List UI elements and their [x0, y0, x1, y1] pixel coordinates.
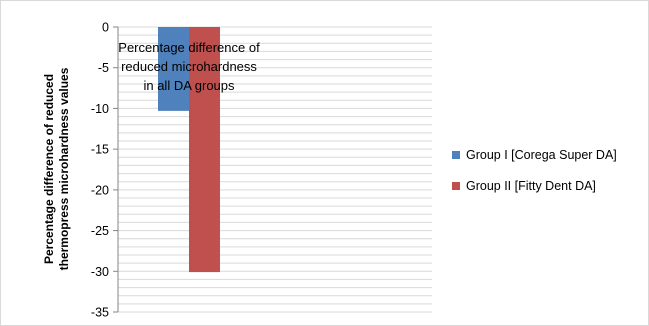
chart-title-line: Percentage difference of [118, 40, 260, 55]
y-tick-label: -15 [91, 143, 109, 157]
legend-swatch [452, 182, 460, 190]
legend-swatch [452, 151, 460, 159]
chart-title: Percentage difference of reduced microhar… [118, 40, 260, 93]
y-tick-label: -5 [98, 61, 109, 75]
bars [158, 27, 220, 273]
legend: Group I [Corega Super DA] Group II [Fitty… [452, 148, 617, 193]
legend-label: Group II [Fitty Dent DA] [466, 179, 596, 193]
y-axis-label-line: Percentage difference of reduced [42, 74, 56, 264]
y-tick-labels: 0 -5 -10 -15 -20 -25 -30 -35 [91, 21, 109, 320]
y-axis-label-line: thermopress microhardness values [57, 67, 71, 270]
legend-label: Group I [Corega Super DA] [466, 148, 617, 162]
y-axis-label: Percentage difference of reducedthermopr… [42, 67, 71, 270]
bar [189, 27, 220, 273]
y-tick-label: -10 [91, 102, 109, 116]
axes [113, 26, 119, 313]
y-tick-label: -35 [91, 306, 109, 320]
y-tick-label: -25 [91, 224, 109, 238]
chart-title-line: in all DA groups [143, 78, 235, 93]
y-tick-label: 0 [102, 21, 109, 35]
y-tick-label: -20 [91, 183, 109, 197]
chart-title-line: reduced microhardness [121, 59, 257, 74]
bar [158, 27, 189, 111]
y-tick-label: -30 [91, 265, 109, 279]
